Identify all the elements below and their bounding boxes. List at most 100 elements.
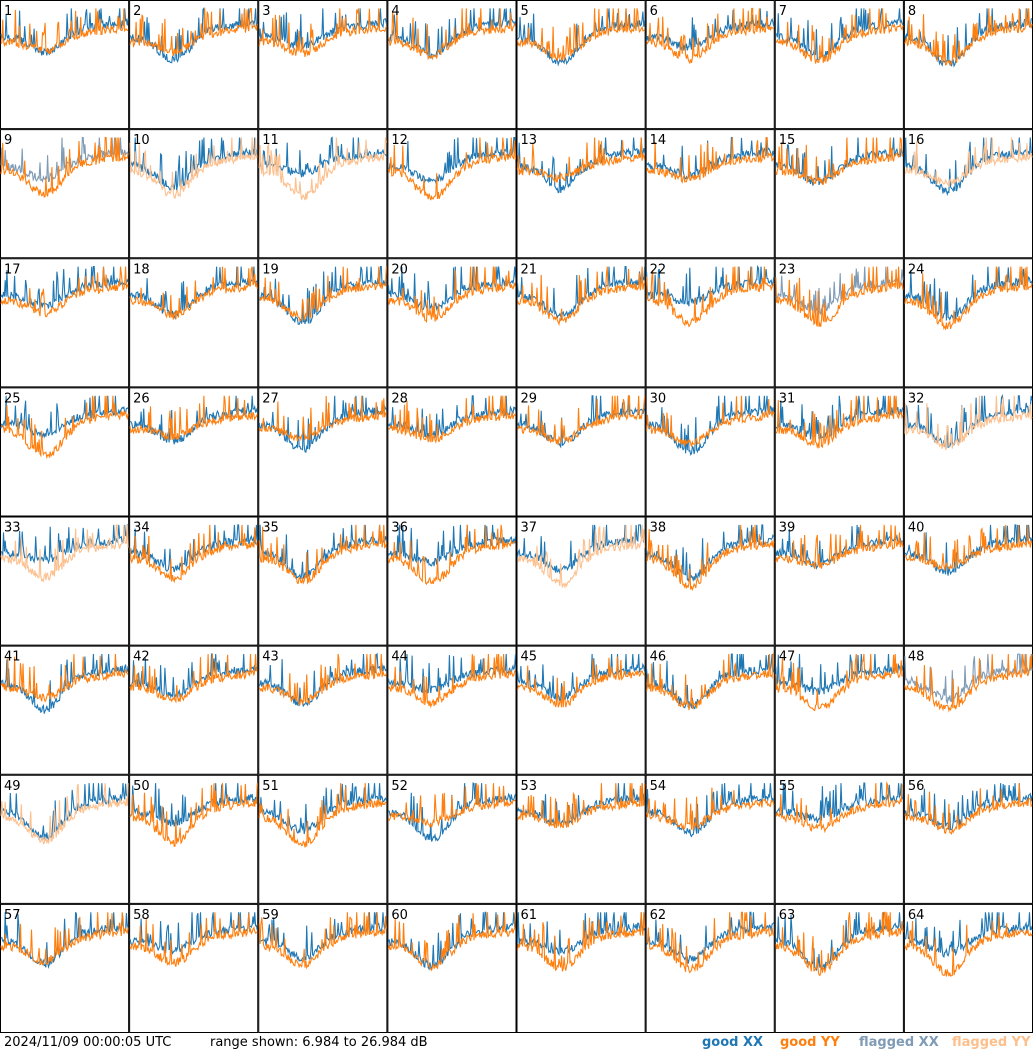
- panel-frame: [645, 258, 775, 388]
- panel-58: 58: [129, 903, 259, 1033]
- series-line-good-yy: [258, 653, 387, 706]
- panel-label: 43: [262, 650, 279, 665]
- panel-37: 37: [516, 516, 646, 646]
- range-label: range shown: 6.984 to 26.984 dB: [210, 1035, 428, 1050]
- panel-label: 19: [262, 262, 279, 277]
- panel-label: 52: [391, 779, 408, 794]
- series-line-good-yy: [259, 266, 387, 323]
- series-line-good-yy: [387, 653, 516, 709]
- panel-label: 56: [908, 779, 925, 794]
- panel-label: 13: [521, 133, 538, 148]
- series-line-good-yy: [0, 136, 129, 198]
- series-line-good-yy: [387, 266, 517, 324]
- series-line-good-xx: [775, 395, 904, 440]
- series-line-good-xx: [387, 8, 517, 59]
- series-line-good-yy: [129, 266, 258, 320]
- panel-26: 26: [129, 387, 259, 517]
- panel-33: 33: [0, 516, 130, 646]
- panel-label: 29: [521, 391, 538, 406]
- panel-frame: [387, 903, 517, 1033]
- panel-label: 9: [4, 133, 12, 148]
- panel-frame: [645, 645, 775, 775]
- panel-label: 48: [908, 650, 925, 665]
- legend-flagged-yy: flagged YY: [952, 1035, 1031, 1050]
- series-line-good-yy: [646, 524, 775, 592]
- panel-frame: [903, 0, 1033, 130]
- series-line-good-xx: [259, 266, 387, 326]
- panel-label: 37: [521, 521, 538, 536]
- series-line-good-yy: [387, 524, 516, 586]
- panel-frame: [774, 774, 904, 904]
- panel-frame: [774, 0, 904, 130]
- panel-38: 38: [645, 516, 775, 646]
- panel-frame: [774, 516, 904, 646]
- panel-label: 49: [4, 779, 21, 794]
- panel-34: 34: [129, 516, 259, 646]
- panel-41: 41: [0, 645, 130, 775]
- panel-label: 46: [650, 650, 667, 665]
- series-line-good-yy: [516, 912, 646, 972]
- panel-label: 64: [908, 908, 925, 923]
- series-line-flagged-yy: [0, 524, 129, 583]
- panel-59: 59: [258, 903, 388, 1033]
- panel-48: 48: [903, 645, 1033, 775]
- panel-50: 50: [129, 774, 259, 904]
- series-line-good-yy: [775, 266, 904, 327]
- series-line-good-xx: [516, 524, 646, 574]
- series-line-good-yy: [129, 524, 258, 584]
- series-line-good-yy: [388, 8, 516, 61]
- panel-label: 34: [133, 521, 150, 536]
- panel-61: 61: [516, 903, 646, 1033]
- panel-60: 60: [387, 903, 517, 1033]
- series-line-flagged-xx: [775, 266, 904, 316]
- panel-label: 1: [4, 4, 12, 19]
- series-line-good-xx: [129, 912, 258, 955]
- series-line-flagged-yy: [0, 783, 129, 845]
- panel-label: 44: [391, 650, 408, 665]
- series-line-good-yy: [129, 7, 258, 57]
- series-line-good-yy: [775, 911, 904, 977]
- panel-label: 10: [133, 133, 150, 148]
- panel-label: 35: [262, 521, 279, 536]
- panel-32: 32: [903, 387, 1033, 517]
- panel-label: 41: [4, 650, 21, 665]
- panel-47: 47: [774, 645, 904, 775]
- panel-12: 12: [387, 129, 517, 259]
- panel-label: 31: [779, 391, 796, 406]
- series-line-good-yy: [775, 137, 904, 186]
- series-line-flagged-yy: [258, 137, 387, 201]
- footer: 2024/11/09 00:00:05 UTC range shown: 6.9…: [0, 1033, 1033, 1053]
- series-line-good-xx: [129, 524, 258, 573]
- panel-frame: [258, 516, 388, 646]
- panel-3: 3: [258, 0, 388, 130]
- series-line-good-yy: [775, 8, 904, 64]
- panel-frame: [387, 516, 517, 646]
- panel-frame: [387, 774, 517, 904]
- series-line-good-yy: [258, 783, 387, 848]
- series-line-good-yy: [646, 653, 774, 711]
- panel-label: 22: [650, 262, 667, 277]
- panel-21: 21: [516, 258, 646, 388]
- panel-label: 14: [650, 133, 667, 148]
- panel-label: 32: [908, 391, 925, 406]
- panel-14: 14: [645, 129, 775, 259]
- panel-20: 20: [387, 258, 517, 388]
- panel-frame: [0, 129, 130, 259]
- panel-44: 44: [387, 645, 517, 775]
- series-line-good-xx: [904, 783, 1033, 831]
- panel-frame: [129, 516, 259, 646]
- panel-frame: [903, 645, 1033, 775]
- panel-frame: [516, 903, 646, 1033]
- panel-label: 59: [262, 908, 279, 923]
- series-line-good-yy: [646, 395, 775, 447]
- series-line-good-yy: [904, 266, 1033, 331]
- series-line-good-yy: [904, 915, 1033, 977]
- series-line-good-yy: [904, 783, 1033, 835]
- panel-64: 64: [903, 903, 1033, 1033]
- panel-39: 39: [774, 516, 904, 646]
- series-line-good-yy: [387, 137, 517, 201]
- panel-label: 27: [262, 391, 279, 406]
- panel-label: 38: [650, 521, 667, 536]
- panel-frame: [129, 645, 259, 775]
- panel-10: 10: [129, 129, 259, 259]
